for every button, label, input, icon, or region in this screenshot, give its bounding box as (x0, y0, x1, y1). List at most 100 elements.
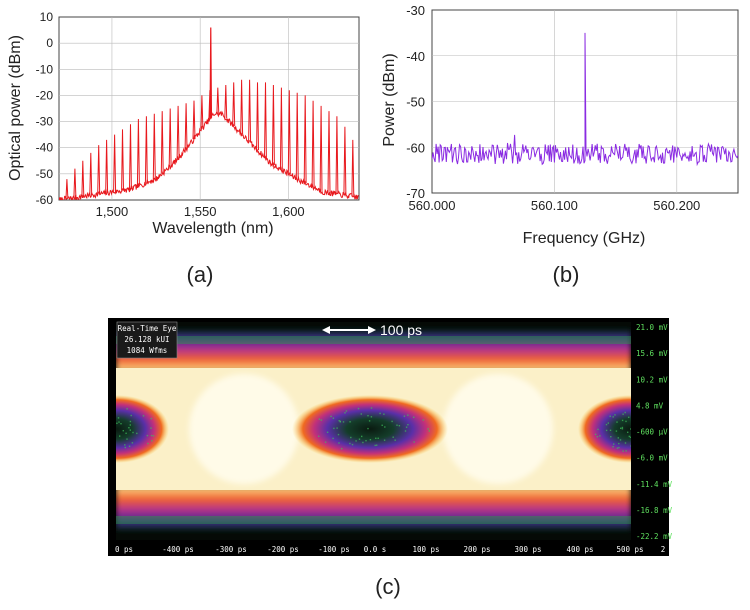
rf-spectrum-trace (432, 32, 738, 167)
comb-line (65, 179, 69, 199)
comb-line (248, 79, 252, 143)
comb-line (240, 79, 244, 135)
comb-line (136, 118, 140, 187)
comb-line (152, 113, 156, 180)
scope-x-tick-label: -200 ps (267, 545, 299, 554)
scope-y-tick-label: 10.2 mV (636, 375, 668, 384)
comb-line (192, 100, 196, 140)
x-tick-label: 1,500 (96, 204, 129, 219)
comb-line (113, 134, 117, 192)
eye-opening (578, 395, 631, 463)
comb-line (129, 124, 132, 190)
scope-y-ticks: 21.0 mV 15.6 mV 10.2 mV 4.8 mV -600 µV -6.0 m… (636, 323, 673, 541)
comb-line (343, 126, 347, 196)
comb-line (160, 111, 164, 174)
comb-line (176, 105, 180, 159)
comb-line (89, 152, 93, 196)
comb-line (303, 95, 307, 184)
y-tick-label: -70 (406, 186, 425, 201)
comb-line (279, 87, 283, 170)
panel-b: 560.000 560.100 560.200 -30 -40 -50 -60 -70 Fre… (381, 3, 739, 287)
comb-line (121, 129, 124, 191)
x-tick-label: 560.000 (409, 198, 456, 213)
y-tick-label: -30 (36, 115, 54, 129)
scope-x-tick-label: -400 ps (162, 545, 194, 554)
comb-line (168, 108, 172, 167)
comb-line (81, 160, 85, 197)
y-tick-label: 0 (46, 36, 53, 50)
pump-line (209, 27, 213, 118)
comb-line (256, 82, 259, 151)
scope-x-tick-label: 500 ps (616, 545, 643, 554)
scope-x-tick-label: 400 ps (566, 545, 593, 554)
panel-a: 1,500 1,550 1,600 10 0 -10 -20 -30 -40 -50 -60 Wav… (7, 10, 360, 287)
comb-line (73, 168, 77, 198)
scope-y-tick-label: 15.6 mV (636, 349, 668, 358)
comb-line (224, 84, 228, 119)
scope-x-ticks: 0 ps -400 ps -300 ps -200 ps -100 ps 0.0 s 100… (115, 545, 665, 554)
x-tick-label: 560.200 (653, 198, 700, 213)
comb-line (200, 95, 204, 129)
comb-line (311, 100, 315, 187)
comb-line (264, 82, 267, 159)
panel-label-b: (b) (553, 262, 580, 287)
scope-y-tick-label: -22.2 mV (636, 532, 673, 541)
comb-line (335, 116, 339, 195)
scope-y-tick-label: -16.8 mV (636, 506, 673, 515)
y-axis-label-a: Optical power (dBm) (7, 35, 24, 181)
eye-speckle (116, 407, 631, 452)
eye-top-dots (116, 336, 631, 344)
ticks-a: 1,500 1,550 1,600 10 0 -10 -20 -30 -40 -50 -60 (36, 10, 305, 219)
scale-bar-label: 100 ps (380, 322, 422, 338)
panel-label-a: (a) (187, 262, 214, 287)
eye-crossing (443, 374, 553, 484)
scope-x-tick-label: 2 (661, 545, 666, 554)
scope-info-line: Real-Time Eye (118, 324, 177, 333)
comb-line (351, 139, 355, 197)
comb-line (97, 145, 101, 195)
scope-info-line: 26.128 kUI (124, 335, 169, 344)
y-tick-label: -40 (36, 141, 54, 155)
comb-lines (65, 79, 355, 199)
scope-info-line: 1084 Wfms (127, 346, 168, 355)
ticks-b: 560.000 560.100 560.200 -30 -40 -50 -60 -70 (406, 3, 700, 213)
eye-opening (116, 395, 169, 463)
eye-top-rail (116, 330, 631, 372)
x-axis-label-a: Wavelength (nm) (152, 220, 273, 237)
panel-c: Real-Time Eye 26.128 kUI 1084 Wfms 100 p… (108, 318, 673, 599)
x-tick-label: 1,600 (272, 204, 305, 219)
scope-x-tick-label: 200 ps (463, 545, 490, 554)
comb-line (144, 116, 148, 183)
y-tick-label: -60 (406, 140, 425, 155)
comb-line (232, 82, 236, 127)
y-tick-label: -10 (36, 62, 54, 76)
grid-a (59, 17, 359, 200)
x-tick-label: 1,550 (184, 204, 217, 219)
y-tick-label: -40 (406, 49, 425, 64)
scope-x-tick-label: 0 ps (115, 545, 133, 554)
scope-x-tick-label: 100 ps (412, 545, 439, 554)
y-tick-label: -50 (36, 167, 54, 181)
comb-line (216, 87, 220, 114)
eye-bottom-rail (116, 486, 631, 530)
comb-line (184, 103, 188, 149)
scope-info-box (116, 321, 178, 359)
scope-y-tick-label: -11.4 mV (636, 480, 673, 489)
y-tick-label: -60 (36, 193, 54, 207)
eye-bottom-dots (116, 516, 631, 524)
scope-x-tick-label: -300 ps (215, 545, 247, 554)
scope-x-tick-label: 300 ps (514, 545, 541, 554)
scope-y-tick-label: -6.0 mV (636, 454, 668, 463)
noise-floor-envelope (59, 110, 359, 200)
y-tick-label: -30 (406, 3, 425, 18)
comb-line (105, 139, 109, 193)
scope-y-tick-label: 21.0 mV (636, 323, 668, 332)
scope-y-tick-label: 4.8 mV (636, 401, 664, 410)
y-tick-label: -20 (36, 88, 54, 102)
comb-line (287, 90, 291, 175)
x-tick-label: 560.100 (531, 198, 578, 213)
scale-bar: 100 ps (322, 322, 422, 338)
eye-crossing (189, 374, 299, 484)
y-tick-label: -50 (406, 95, 425, 110)
